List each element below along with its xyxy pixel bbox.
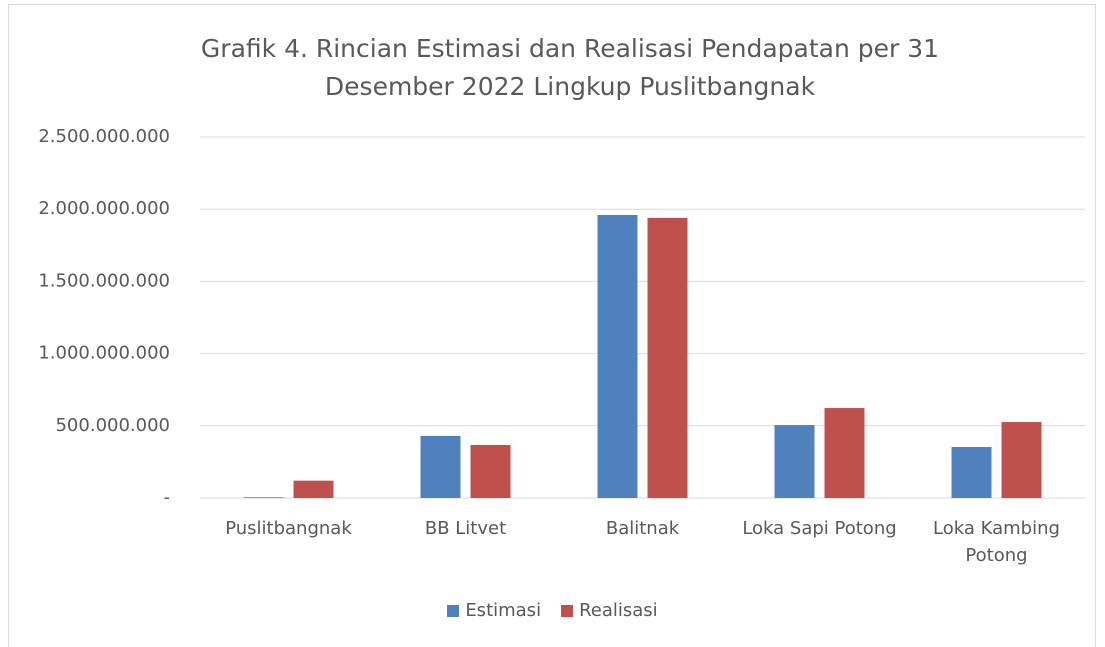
y-tick-label: 2.500.000.000 bbox=[38, 126, 170, 147]
x-tick-label: Puslitbangnak bbox=[225, 518, 352, 539]
bar bbox=[951, 447, 992, 498]
bar bbox=[1001, 422, 1042, 498]
legend-label: Estimasi bbox=[465, 600, 542, 621]
legend-label: Realisasi bbox=[579, 600, 658, 621]
legend-item: Realisasi bbox=[561, 600, 658, 621]
x-tick-label: Loka Kambing Potong bbox=[933, 518, 1060, 566]
x-tick-label: BB Litvet bbox=[424, 518, 507, 539]
bar bbox=[774, 425, 815, 498]
legend-swatch bbox=[561, 604, 574, 617]
x-tick-label: Balitnak bbox=[605, 518, 680, 539]
bar bbox=[243, 497, 284, 498]
y-tick-label: 1.500.000.000 bbox=[38, 270, 170, 291]
bar bbox=[824, 408, 865, 498]
bar bbox=[420, 435, 461, 498]
y-tick-label: - bbox=[164, 487, 171, 508]
bar bbox=[597, 214, 638, 498]
y-tick-label: 2.000.000.000 bbox=[38, 198, 170, 219]
bar bbox=[647, 217, 688, 498]
x-tick-label: Loka Sapi Potong bbox=[742, 518, 897, 539]
chart-title: Grafik 4. Rincian Estimasi dan Realisasi… bbox=[200, 34, 940, 101]
y-tick-label: 500.000.000 bbox=[55, 415, 170, 436]
bar bbox=[293, 480, 334, 498]
legend-swatch bbox=[447, 604, 460, 617]
legend-item: Estimasi bbox=[447, 600, 541, 621]
bar bbox=[470, 445, 511, 498]
chart-frame bbox=[8, 4, 1096, 647]
y-tick-label: 1.000.000.000 bbox=[38, 343, 170, 364]
legend: Estimasi Realisasi bbox=[0, 600, 1105, 622]
